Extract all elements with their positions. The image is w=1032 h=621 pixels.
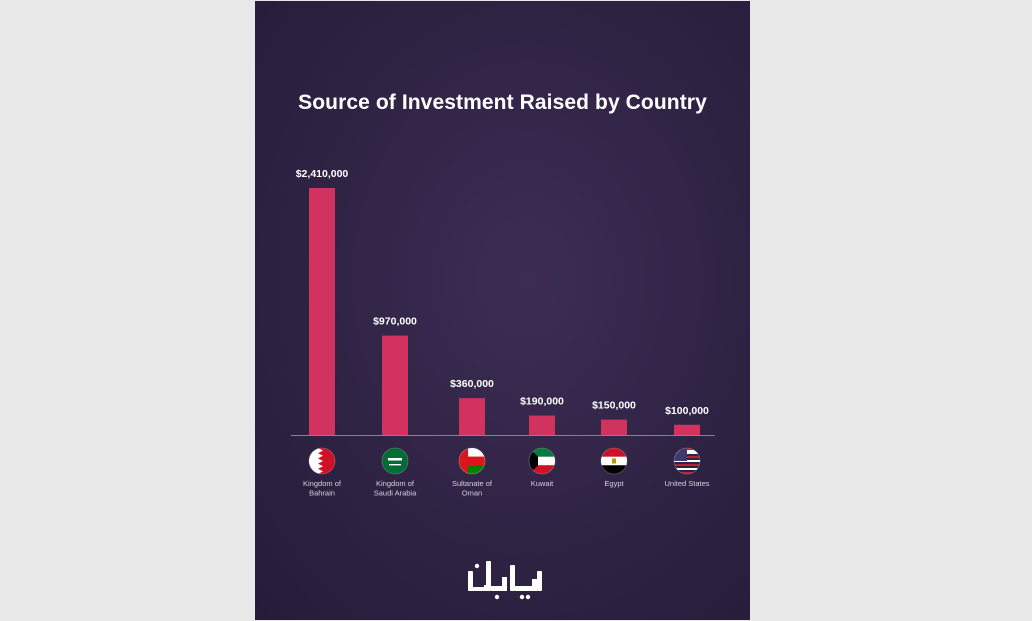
category-label: Oman — [462, 489, 482, 498]
kuwait-flag-icon — [528, 447, 556, 475]
category-label: Kingdom of — [376, 479, 415, 488]
chart-title: Source of Investment Raised by Country — [298, 91, 707, 114]
category-label: Kingdom of — [303, 479, 342, 488]
bar — [601, 419, 627, 435]
bar-value-label: $2,410,000 — [296, 168, 349, 180]
oman-flag-icon — [458, 447, 486, 475]
category-label: Egypt — [604, 479, 624, 488]
category-label: United States — [664, 479, 709, 488]
bar-value-label: $150,000 — [592, 400, 636, 412]
category-label: Bahrain — [309, 489, 335, 498]
bayan-logo — [468, 561, 542, 600]
egypt-flag-icon — [600, 447, 628, 475]
category-label: Sultanate of — [452, 479, 493, 488]
bar — [382, 335, 408, 435]
saudi-arabia-flag-icon — [381, 447, 409, 475]
bar-value-label: $190,000 — [520, 396, 564, 408]
bar — [529, 415, 555, 435]
category-label: Kuwait — [531, 479, 554, 488]
category-label: Saudi Arabia — [374, 489, 417, 498]
infographic-card: Source of Investment Raised by Country $… — [255, 1, 750, 620]
bar — [309, 188, 335, 435]
united-states-flag-icon — [673, 447, 701, 475]
bahrain-flag-icon — [308, 447, 336, 475]
bar — [459, 398, 485, 435]
bar-value-label: $360,000 — [450, 378, 494, 390]
bar — [674, 424, 700, 435]
bar-value-label: $970,000 — [373, 316, 417, 328]
bar-value-label: $100,000 — [665, 405, 709, 417]
